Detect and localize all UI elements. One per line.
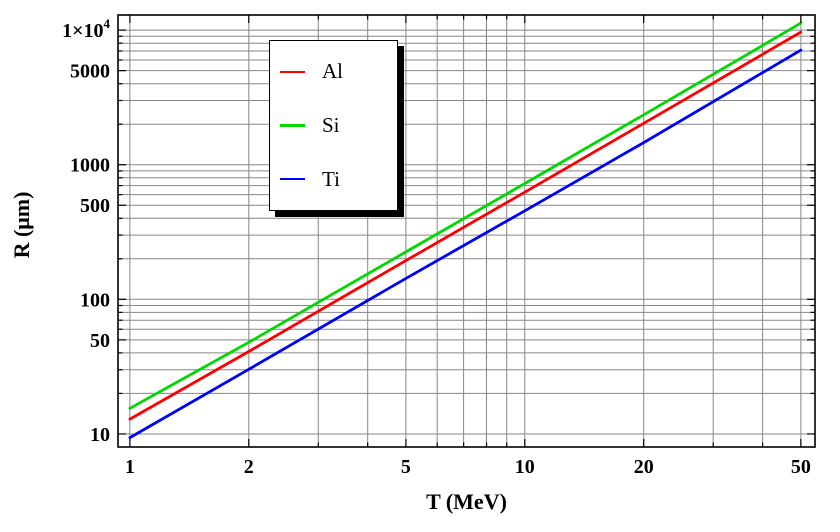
y-axis-label: R (μm) (9, 191, 34, 259)
y-tick-label: 500 (80, 195, 110, 217)
legend-item-al: Al (270, 61, 397, 82)
series-line-ti (128, 48, 803, 440)
legend-label-si: Si (322, 112, 340, 137)
legend-line-ti-icon (280, 177, 305, 181)
y-tick-label: 50 (90, 330, 110, 352)
legend-line-si-icon (280, 124, 305, 127)
legend-item-si: Si (270, 112, 397, 137)
legend-line-al-icon (280, 70, 305, 74)
x-tick-label: 5 (401, 456, 411, 478)
legend-label-al: Al (322, 59, 343, 84)
y-tick-label: 100 (80, 289, 110, 311)
x-tick-labels: 1 2 5 10 20 50 (125, 456, 811, 478)
x-axis-label: T (MeV) (426, 489, 507, 514)
legend-box: Al Si Ti (269, 40, 398, 211)
x-tick-label: 20 (634, 456, 654, 478)
plot-frame (117, 14, 816, 448)
axis-ticks (118, 15, 815, 447)
legend-label-ti: Ti (322, 166, 340, 191)
x-tick-label: 1 (125, 456, 135, 478)
y-tick-label: 10 (90, 424, 110, 446)
series-lines (128, 21, 803, 440)
x-tick-label: 50 (791, 456, 811, 478)
x-tick-label: 10 (515, 456, 535, 478)
gridlines (118, 15, 815, 447)
y-tick-label: 1×104 (62, 16, 110, 42)
y-tick-labels: 10 50 100 500 1000 5000 1×104 (62, 16, 110, 446)
x-tick-label: 2 (244, 456, 254, 478)
series-line-si (128, 21, 803, 410)
y-tick-label: 1000 (70, 155, 110, 177)
legend-item-ti: Ti (270, 166, 397, 191)
y-tick-label: 5000 (70, 61, 110, 83)
series-line-al (128, 30, 803, 421)
